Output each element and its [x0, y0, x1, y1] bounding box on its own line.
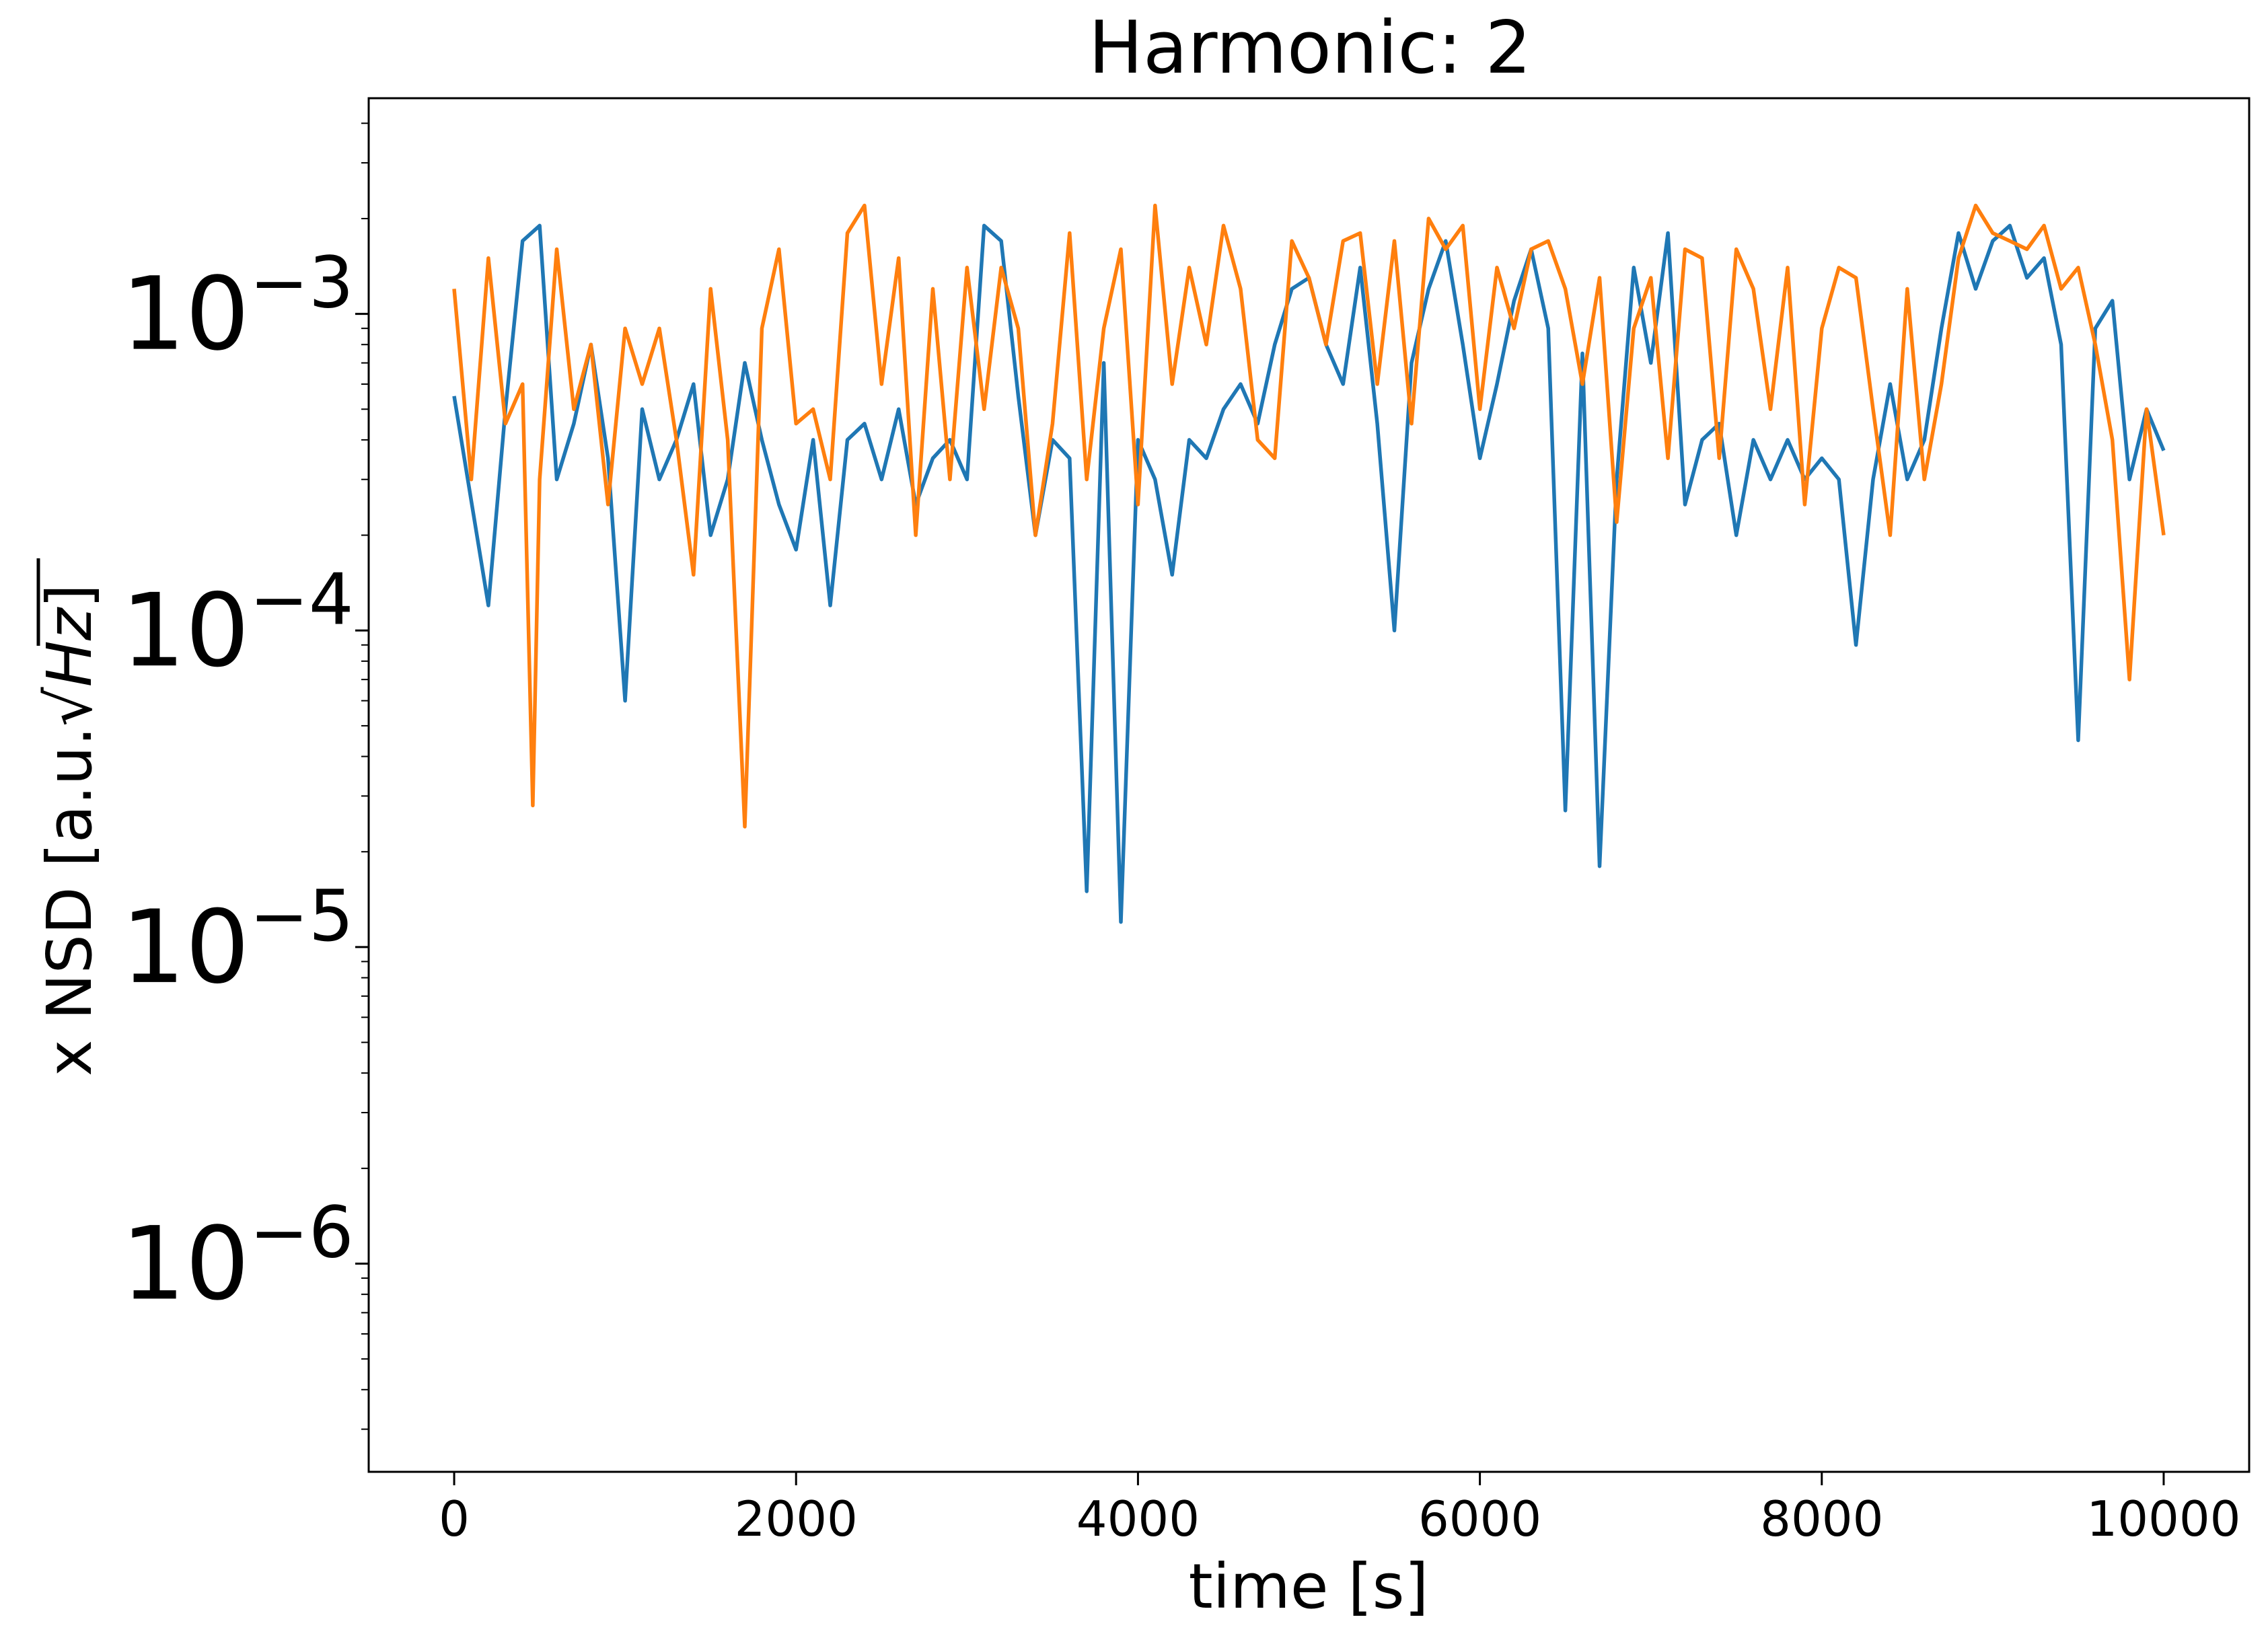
x-tick-label: 10000: [2086, 1491, 2240, 1547]
y-tick-base: 10: [121, 256, 250, 373]
y-tick-base: 10: [121, 889, 250, 1006]
y-axis-ticks: 10−610−510−410−3: [121, 242, 369, 1323]
y-axis-label-radicand: Hz: [34, 607, 106, 687]
y-axis-minor-ticks: [361, 122, 369, 1430]
y-axis-label-close: ]: [34, 584, 106, 608]
y-axis-label-text: x NSD [a.u.: [34, 726, 106, 1076]
x-tick-label: 0: [439, 1491, 470, 1547]
y-tick-exponent: −6: [250, 1192, 354, 1274]
y-tick-label: 10−6: [121, 1192, 354, 1323]
y-axis-label-root-sign: √: [34, 687, 106, 726]
y-tick-label: 10−5: [121, 875, 354, 1006]
x-axis-label: time [s]: [1189, 1551, 1429, 1623]
y-tick-base: 10: [121, 572, 250, 689]
y-axis-label: x NSD [a.u.√Hz]: [34, 558, 106, 1076]
y-tick-exponent: −4: [250, 558, 354, 640]
series-line-2: [452, 203, 2166, 829]
series-layer: [452, 203, 2166, 924]
plot-frame: [367, 97, 2251, 1473]
y-tick-base: 10: [121, 1206, 250, 1323]
x-tick-label: 4000: [1076, 1491, 1200, 1547]
y-tick-label: 10−3: [121, 242, 354, 373]
x-tick-label: 6000: [1418, 1491, 1541, 1547]
y-tick-label: 10−4: [121, 558, 354, 689]
svg-text:x NSD [a.u.√Hz]: x NSD [a.u.√Hz]: [34, 584, 106, 1076]
chart-title: Harmonic: 2: [1089, 6, 1531, 90]
x-tick-label: 2000: [735, 1491, 858, 1547]
y-tick-exponent: −3: [250, 242, 354, 324]
y-tick-exponent: −5: [250, 875, 354, 957]
x-axis-ticks: 0 2000 4000 6000 8000 10000: [439, 1472, 2240, 1547]
series-line-1: [452, 223, 2166, 924]
x-tick-label: 8000: [1760, 1491, 1883, 1547]
